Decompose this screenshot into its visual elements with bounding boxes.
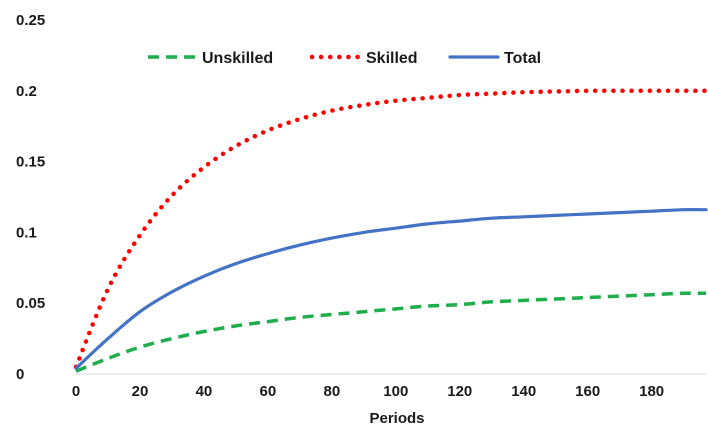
- series-line-skilled: [73, 88, 708, 370]
- x-tick-label: 80: [323, 383, 340, 400]
- legend-label-total: Total: [504, 50, 541, 67]
- x-tick-label: 160: [575, 383, 600, 400]
- y-tick-label: 0.2: [16, 83, 37, 100]
- legend-label-skilled: Skilled: [366, 50, 418, 67]
- x-axis-title: Periods: [369, 410, 424, 427]
- y-axis-ticks: 0 0.05 0.1 0.15 0.2 0.25: [16, 12, 45, 383]
- legend: Unskilled Skilled Total: [148, 50, 541, 67]
- x-tick-label: 100: [383, 383, 408, 400]
- y-tick-label: 0: [16, 366, 24, 383]
- series-layer: [73, 88, 708, 373]
- y-tick-label: 0.05: [16, 295, 45, 312]
- y-tick-label: 0.25: [16, 12, 45, 29]
- x-tick-label: 120: [447, 383, 472, 400]
- x-tick-label: 140: [511, 383, 536, 400]
- y-tick-label: 0.1: [16, 224, 37, 241]
- x-tick-label: 20: [132, 383, 149, 400]
- x-tick-label: 180: [639, 383, 664, 400]
- x-tick-label: 60: [260, 383, 277, 400]
- legend-label-unskilled: Unskilled: [202, 50, 273, 67]
- x-axis-ticks: 0 20 40 60 80 100 120 140 160 180: [72, 383, 664, 400]
- x-tick-label: 40: [196, 383, 213, 400]
- series-line-total: [74, 208, 708, 370]
- series-line-unskilled: [75, 291, 707, 373]
- x-tick-label: 0: [72, 383, 80, 400]
- y-tick-label: 0.15: [16, 154, 45, 171]
